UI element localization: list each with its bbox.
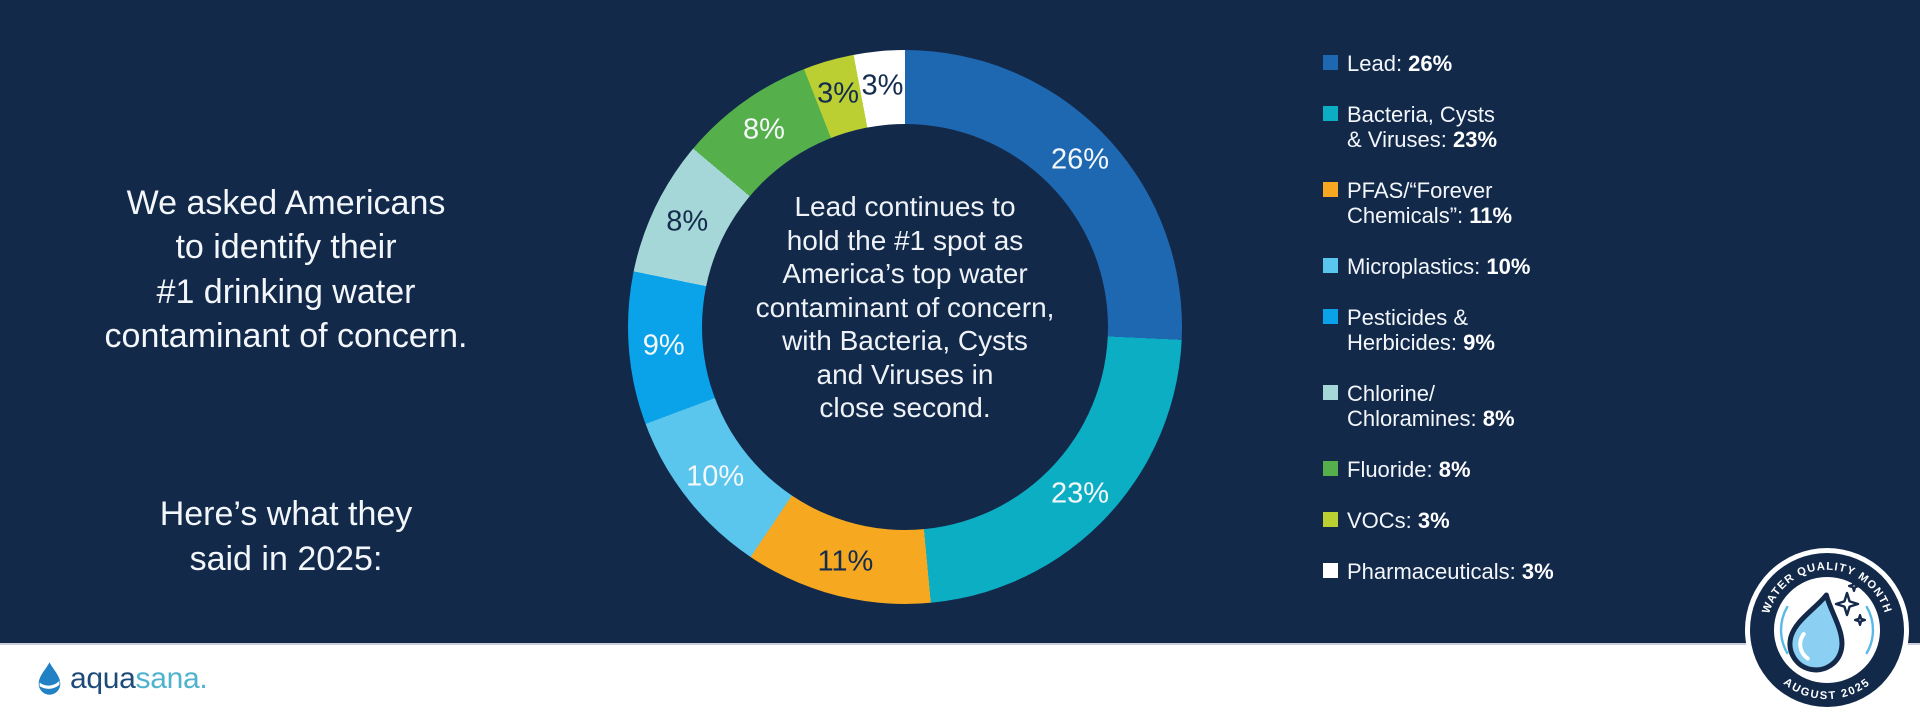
badge-left-accent-arc [1779, 605, 1789, 655]
badge-right-accent-arc [1865, 605, 1875, 655]
legend-label: Microplastics: 10% [1347, 254, 1531, 279]
badge-sparkle-icon-small [1847, 579, 1861, 593]
legend-swatch [1323, 309, 1338, 324]
intro-text-block: We asked Americans to identify their #1 … [46, 136, 526, 626]
water-quality-month-badge: WATER QUALITY MONTH AUGUST 2025 [1745, 548, 1909, 712]
donut-segment-label: 9% [642, 329, 685, 362]
legend-item: Chlorine/ Chloramines: 8% [1323, 381, 1554, 431]
legend-label: Lead: 26% [1347, 51, 1453, 76]
legend-value: 10% [1486, 254, 1531, 279]
legend-item: Bacteria, Cysts & Viruses: 23% [1323, 102, 1554, 152]
legend-swatch [1323, 55, 1338, 70]
legend-item: PFAS/“Forever Chemicals”: 11% [1323, 178, 1554, 228]
logo-text-sana: sana [135, 661, 200, 695]
legend-label: PFAS/“Forever Chemicals”: 11% [1347, 178, 1513, 228]
donut-segment-label: 11% [817, 545, 874, 578]
badge-sparkle-icon-small [1853, 613, 1867, 627]
legend-swatch [1323, 106, 1338, 121]
legend-swatch [1323, 385, 1338, 400]
legend-value: 9% [1463, 330, 1495, 355]
legend-label: Pesticides & Herbicides: 9% [1347, 305, 1495, 355]
legend-item: Fluoride: 8% [1323, 457, 1554, 482]
legend-item: VOCs: 3% [1323, 508, 1554, 533]
legend-value: 3% [1417, 508, 1450, 533]
legend: Lead: 26% Bacteria, Cysts & Viruses: 23% P… [1323, 51, 1554, 584]
aquasana-logo: aquasana. [36, 661, 208, 696]
logo-wordmark: aquasana. [70, 661, 208, 696]
legend-swatch [1323, 182, 1338, 197]
badge-sparkle-icon [1834, 591, 1860, 617]
legend-swatch [1323, 461, 1338, 476]
donut-segment-label: 8% [666, 205, 709, 238]
logo-text-aqua: aqua [70, 661, 136, 695]
intro-paragraph-1: We asked Americans to identify their #1 … [104, 183, 468, 356]
legend-label: VOCs: 3% [1347, 508, 1450, 533]
legend-label: Fluoride: 8% [1347, 457, 1471, 482]
legend-value: 8% [1438, 457, 1471, 482]
legend-item: Lead: 26% [1323, 51, 1554, 76]
legend-value: 3% [1521, 559, 1554, 584]
legend-swatch [1323, 512, 1338, 527]
legend-label: Bacteria, Cysts & Viruses: 23% [1347, 102, 1498, 152]
legend-label: Pharmaceuticals: 3% [1347, 559, 1554, 584]
donut-segment-label: 3% [817, 77, 860, 110]
water-drop-logo-icon [38, 662, 61, 695]
legend-item: Pesticides & Herbicides: 9% [1323, 305, 1554, 355]
intro-paragraph-2: Here’s what they said in 2025: [159, 495, 413, 578]
legend-item: Microplastics: 10% [1323, 254, 1554, 279]
donut-chart: 26% 23% 11% 10% 9% 8% 8% 3% 3% [628, 50, 1182, 604]
legend-swatch [1323, 258, 1338, 273]
legend-item: Pharmaceuticals: 3% [1323, 559, 1554, 584]
badge-water-drop-icon [1787, 592, 1845, 673]
legend-value: 26% [1408, 51, 1453, 76]
donut-center-text: Lead continues to hold the #1 spot as Am… [755, 191, 1055, 423]
legend-value: 23% [1452, 127, 1498, 152]
donut-segment-label: 3% [861, 69, 904, 102]
legend-label: Chlorine/ Chloramines: 8% [1347, 381, 1515, 431]
legend-swatch [1323, 563, 1338, 578]
legend-value: 11% [1469, 203, 1513, 228]
logo-trademark-dot: . [199, 661, 208, 695]
bottom-bar [0, 643, 1920, 726]
donut-segment-label: 8% [743, 113, 785, 146]
donut-segment-label: 10% [686, 460, 745, 493]
donut-hole [702, 124, 1108, 530]
donut-segment-label: 23% [1051, 477, 1110, 510]
donut-segment-label: 26% [1051, 143, 1110, 176]
legend-value: 8% [1482, 406, 1515, 431]
